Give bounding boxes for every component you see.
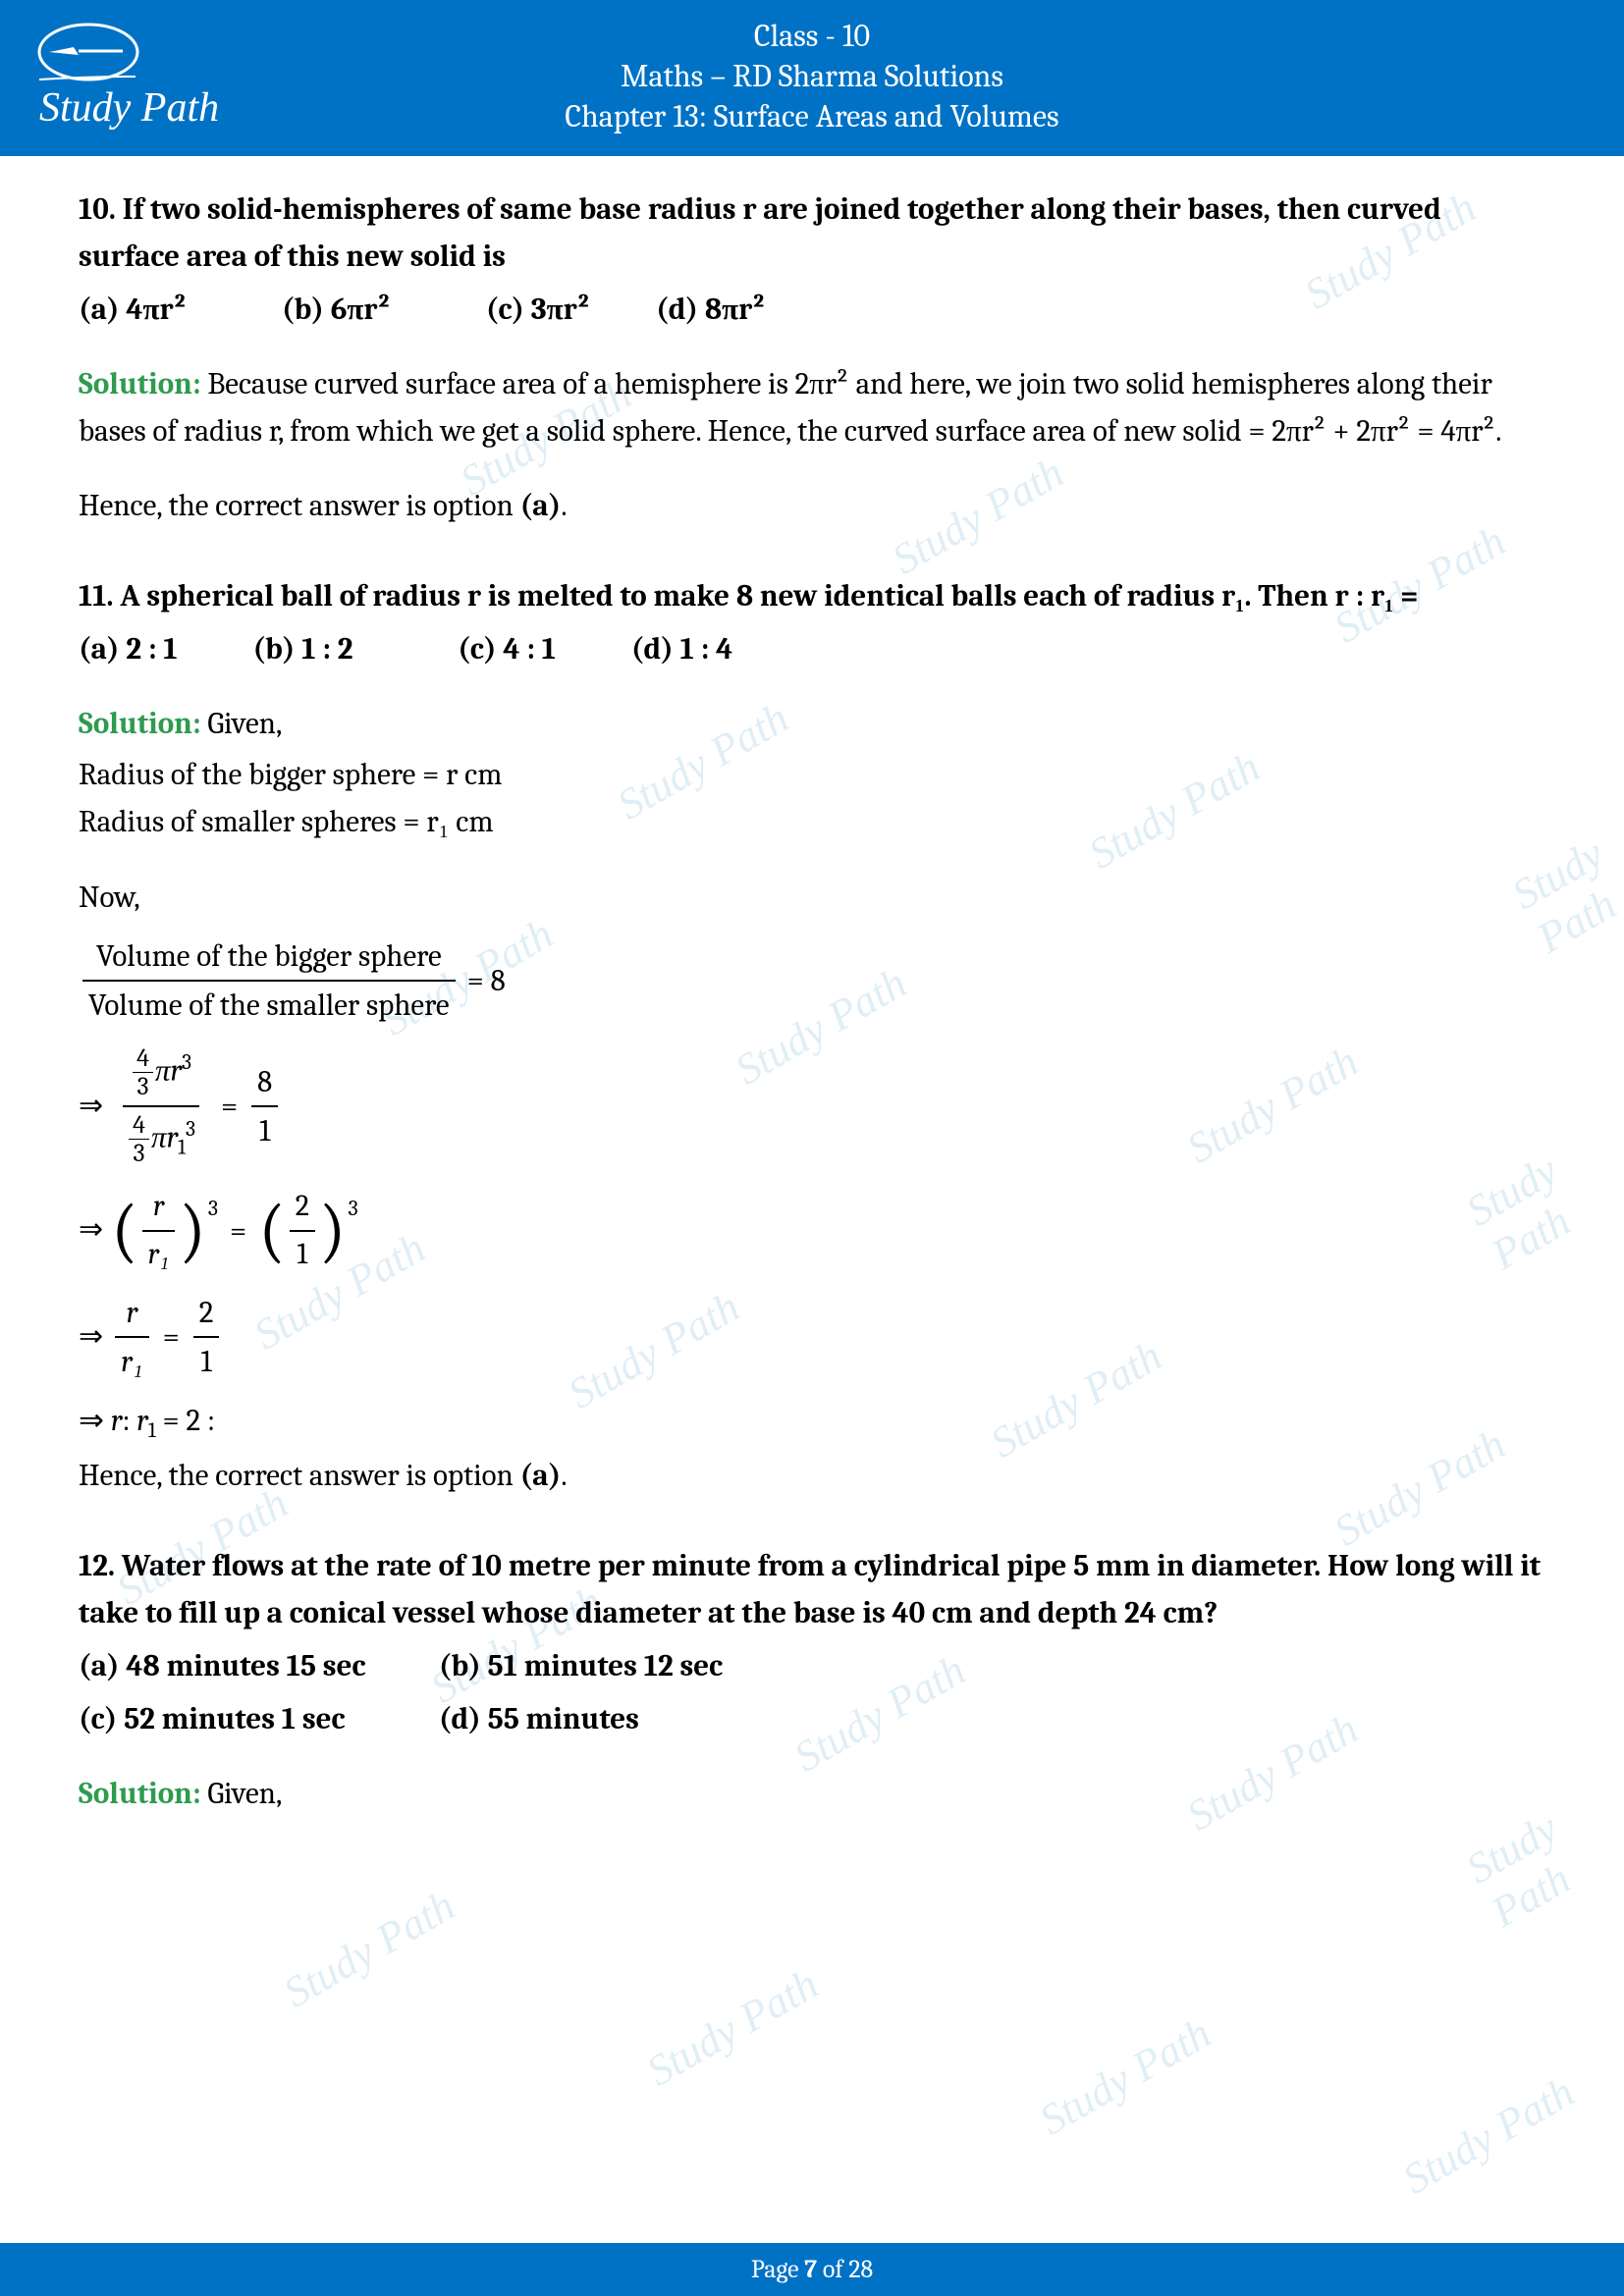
study-path-logo: Study Path: [29, 18, 226, 135]
step4-rhs-den: 1: [193, 1338, 220, 1385]
watermark: Study Path: [1031, 2007, 1219, 2145]
implies-icon: ⇒: [79, 1084, 103, 1130]
q10-opt-b: (b) 6πr²: [282, 286, 391, 333]
eq8: = 8: [467, 957, 506, 1004]
q12-text: 12. Water flows at the rate of 10 metre …: [79, 1542, 1545, 1636]
q10-solution-text: Because curved surface area of a hemisph…: [79, 366, 1502, 449]
step4-rhs-num: 2: [193, 1289, 220, 1338]
q10-answer-opt: (a): [520, 488, 562, 523]
q11-opt-a: (a) 2 : 1: [79, 625, 178, 672]
q11-answer-text: Hence, the correct answer is option: [79, 1458, 520, 1493]
q11-now: Now,: [79, 874, 1545, 921]
q11-step5: ⇒ r: r1 = 2 :: [79, 1397, 1545, 1448]
q11-text: 11. A spherical ball of radius r is melt…: [79, 572, 1545, 619]
step3-r: r: [142, 1184, 176, 1232]
q10-opt-c: (c) 3πr²: [486, 286, 590, 333]
q10-opt-a: (a) 4πr²: [79, 286, 187, 333]
watermark: Study Path: [1394, 2066, 1583, 2204]
solution-label: Solution:: [79, 366, 201, 401]
q11-step2: ⇒ 43πr3 43πr13 = 8 1: [79, 1041, 1545, 1172]
frac-den: Volume of the smaller sphere: [82, 982, 456, 1029]
q11-step4: ⇒ r r₁ = 2 1: [79, 1289, 1545, 1385]
q10-answer-text: Hence, the correct answer is option: [79, 488, 520, 523]
step3-rhs-num: 2: [290, 1184, 315, 1232]
q10-solution: Solution: Because curved surface area of…: [79, 360, 1545, 454]
step3-rhs-den: 1: [290, 1232, 315, 1278]
q11-opt-b: (b) 1 : 2: [252, 625, 352, 672]
q12-opt-a: (a) 48 minutes 15 sec: [79, 1642, 432, 1689]
q12-opt-b: (b) 51 minutes 12 sec: [439, 1648, 723, 1683]
header-class: Class - 10: [0, 18, 1624, 54]
svg-text:Study Path: Study Path: [39, 85, 219, 131]
q11-given: Given,: [201, 706, 283, 741]
q11-line1: Radius of the bigger sphere = r cm: [79, 751, 1545, 798]
q12-options-row1: (a) 48 minutes 15 sec (b) 51 minutes 12 …: [79, 1642, 1545, 1689]
step4-r: r: [115, 1289, 148, 1338]
header-subject: Maths – RD Sharma Solutions: [0, 58, 1624, 94]
step2-rhs-num: 8: [251, 1058, 278, 1107]
q12-given: Given,: [201, 1776, 283, 1811]
implies-icon: ⇒: [79, 1314, 103, 1361]
q10-opt-d: (d) 8πr²: [656, 286, 766, 333]
page-header: Study Path Class - 10 Maths – RD Sharma …: [0, 0, 1624, 156]
page-content: 10. If two solid-hemispheres of same bas…: [0, 156, 1624, 1817]
q12-opt-d: (d) 55 minutes: [439, 1701, 639, 1736]
page-footer: Page 7 of 28: [0, 2243, 1624, 2296]
q11-options: (a) 2 : 1 (b) 1 : 2 (c) 4 : 1 (d) 1 : 4: [79, 625, 1545, 672]
q10-text: 10. If two solid-hemispheres of same bas…: [79, 186, 1545, 280]
implies-icon: ⇒: [79, 1207, 103, 1254]
q11-answer: Hence, the correct answer is option (a).: [79, 1452, 1545, 1499]
q10-options: (a) 4πr² (b) 6πr² (c) 3πr² (d) 8πr²: [79, 286, 1545, 333]
q10-answer: Hence, the correct answer is option (a).: [79, 482, 1545, 529]
q11-step3: ⇒ ( r r₁ ) 3 = ( 2 1 ) 3: [79, 1184, 1545, 1277]
q12-options-row2: (c) 52 minutes 1 sec (d) 55 minutes: [79, 1695, 1545, 1742]
watermark: Study Path: [638, 1958, 827, 2096]
solution-label: Solution:: [79, 1776, 201, 1811]
q11-answer-opt: (a): [520, 1458, 562, 1493]
q11-opt-c: (c) 4 : 1: [458, 625, 556, 672]
q12-opt-c: (c) 52 minutes 1 sec: [79, 1695, 432, 1742]
q12-solution: Solution: Given,: [79, 1770, 1545, 1817]
q11-step1: Volume of the bigger sphere Volume of th…: [79, 933, 1545, 1029]
footer-prefix: Page: [751, 2255, 804, 2284]
watermark: Study Path: [275, 1880, 463, 2017]
solution-label: Solution:: [79, 706, 201, 741]
q11-solution-block: Solution: Given, Radius of the bigger sp…: [79, 700, 1545, 1499]
header-chapter: Chapter 13: Surface Areas and Volumes: [0, 98, 1624, 134]
q11-line2: Radius of smaller spheres = r₁ cm: [79, 798, 1545, 845]
footer-page-num: 7: [804, 2255, 817, 2284]
step2-rhs-den: 1: [251, 1107, 278, 1154]
frac-num: Volume of the bigger sphere: [82, 933, 456, 982]
step3-exp: 3: [208, 1192, 218, 1225]
q11-opt-d: (d) 1 : 4: [631, 625, 732, 672]
footer-suffix: of 28: [817, 2255, 873, 2284]
